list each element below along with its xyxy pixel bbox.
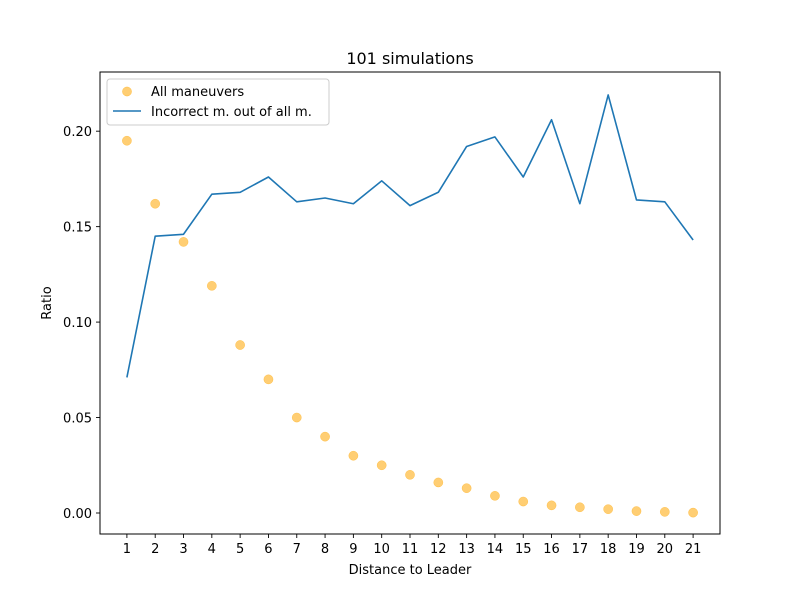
- scatter-point-9: [348, 450, 359, 461]
- y-axis: 0.00 0.05 0.10 0.15 0.20: [63, 125, 100, 522]
- scatter-point-17: [575, 502, 585, 513]
- x-tick-label-7: 7: [293, 542, 301, 557]
- scatter-point-14: [490, 490, 500, 501]
- scatter-point-6: [263, 374, 274, 385]
- series-line-incorrect: [126, 94, 694, 378]
- x-axis-label: Distance to Leader: [349, 563, 472, 578]
- scatter-point-5: [235, 340, 245, 350]
- legend-label-incorrect: Incorrect m. out of all m.: [151, 105, 312, 120]
- x-tick-label-4: 4: [208, 542, 216, 557]
- scatter-point-2: [150, 198, 161, 209]
- x-tick-label-10: 10: [373, 542, 390, 557]
- scatter-point-18: [603, 504, 614, 515]
- x-tick-label-21: 21: [685, 542, 702, 557]
- x-tick-label-3: 3: [179, 542, 187, 557]
- legend-box: [106, 78, 330, 126]
- x-tick-label-8: 8: [321, 542, 329, 557]
- scatter-point-3: [178, 237, 189, 247]
- scatter-point-19: [631, 506, 642, 516]
- x-tick-label-19: 19: [628, 542, 645, 557]
- scatter-point-12: [433, 477, 444, 488]
- scatter-point-4: [206, 280, 217, 291]
- x-tick-label-13: 13: [458, 542, 475, 557]
- scatter-point-20: [659, 507, 670, 517]
- x-tick-label-1: 1: [123, 542, 131, 557]
- y-tick-label-0.20: 0.20: [63, 125, 92, 140]
- scatter-point-8: [320, 431, 330, 442]
- x-tick-label-11: 11: [402, 542, 419, 557]
- x-tick-label-15: 15: [515, 542, 532, 557]
- x-tick-label-17: 17: [572, 542, 589, 557]
- scatter-point-7: [291, 412, 302, 423]
- chart-title: 101 simulations: [346, 49, 473, 68]
- scatter-point-16: [546, 500, 557, 511]
- x-tick-label-6: 6: [264, 542, 272, 557]
- x-tick-label-2: 2: [151, 542, 159, 557]
- x-tick-label-16: 16: [543, 542, 560, 557]
- x-tick-label-18: 18: [600, 542, 617, 557]
- legend: All maneuvers Incorrect m. out of all m.: [106, 78, 330, 126]
- x-tick-label-20: 20: [657, 542, 674, 557]
- legend-marker-all-maneuvers: [122, 86, 132, 97]
- scatter-point-13: [461, 483, 472, 494]
- scatter-point-15: [518, 496, 529, 507]
- x-axis: 1 2 3 4 5 6 7 8 9 10 11 12 13 14 15 16 17 18 19 20 21: [123, 534, 702, 557]
- scatter-point-21: [688, 507, 698, 518]
- x-tick-label-12: 12: [430, 542, 447, 557]
- x-tick-label-14: 14: [487, 542, 504, 557]
- legend-label-all-maneuvers: All maneuvers: [151, 85, 244, 100]
- x-tick-label-9: 9: [349, 542, 357, 557]
- y-tick-label-0.15: 0.15: [63, 221, 92, 236]
- plot-area: [122, 94, 698, 518]
- y-tick-label-0.10: 0.10: [63, 316, 92, 331]
- scatter-point-10: [376, 460, 387, 471]
- y-tick-label-0.00: 0.00: [63, 507, 92, 522]
- scatter-point-11: [405, 469, 415, 480]
- y-tick-label-0.05: 0.05: [63, 412, 92, 427]
- y-axis-label: Ratio: [40, 286, 55, 319]
- x-tick-label-5: 5: [236, 542, 244, 557]
- scatter-point-1: [122, 135, 132, 146]
